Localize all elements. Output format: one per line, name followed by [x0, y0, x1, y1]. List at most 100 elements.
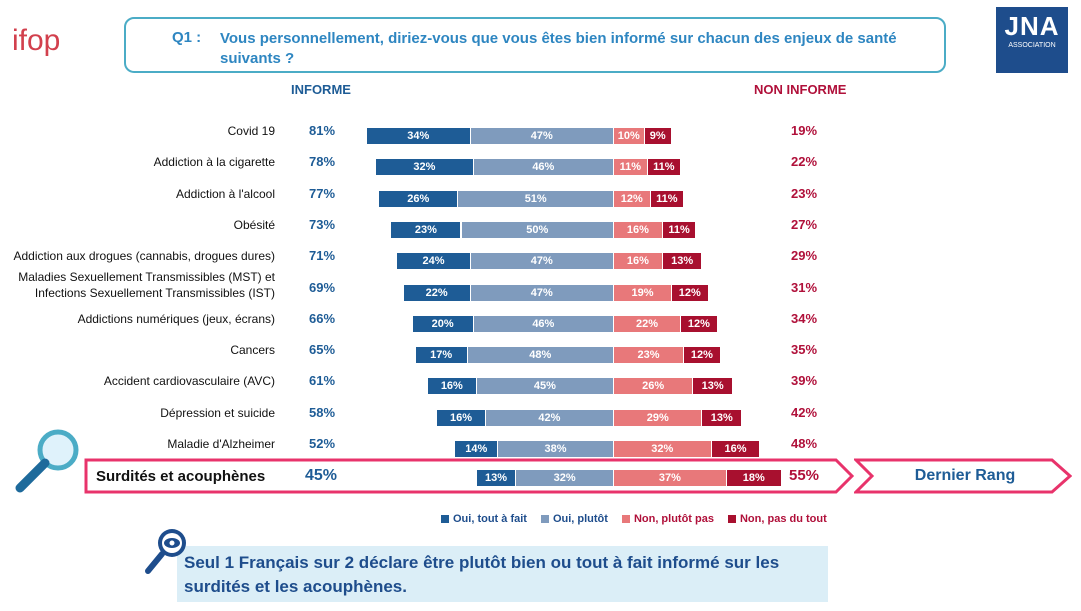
- question-box: Q1 : Vous personnellement, diriez-vous q…: [124, 17, 946, 73]
- seg-oui-plutot: 47%: [470, 128, 614, 144]
- seg-oui-plutot: 46%: [473, 315, 614, 332]
- legend-label: Non, plutôt pas: [633, 513, 714, 525]
- row-non-informe-total: 27%: [791, 216, 818, 232]
- rank-label: Dernier Rang: [914, 467, 1016, 484]
- row-informe-total: 77%: [309, 185, 336, 201]
- seg-oui-tout-a-fait: 20%: [412, 315, 474, 332]
- seg-non-pas-du-tout: 12%: [684, 347, 721, 364]
- row-non-informe-total: 23%: [791, 185, 818, 201]
- row-non-informe-total: 34%: [791, 310, 818, 326]
- row-informe-total: 78%: [309, 154, 336, 170]
- row-label: Obésité: [233, 217, 275, 232]
- row-non-informe-total: 31%: [791, 279, 818, 295]
- row-non-informe-total: 39%: [791, 373, 818, 389]
- row-label: Accident cardiovasculaire (AVC): [103, 374, 275, 389]
- highlight-row-label: Surdités et acouphènes: [96, 468, 266, 485]
- seg-oui-plutot: 48%: [467, 347, 614, 364]
- seg-non-pas-du-tout: 12%: [671, 284, 709, 301]
- column-header-non-informe: NON INFORME: [754, 82, 847, 97]
- seg-oui-plutot: 47%: [470, 284, 614, 301]
- seg-non-plutot-pas: 11%: [614, 159, 648, 176]
- seg-non-pas-du-tout: 12%: [681, 315, 718, 332]
- row-label: Dépression et suicide: [160, 405, 275, 420]
- row-label: Covid 19: [227, 124, 275, 138]
- seg-oui-tout-a-fait: 22%: [403, 284, 471, 301]
- seg-non-plutot-pas: 10%: [614, 128, 645, 144]
- seg-oui-plutot: 45%: [476, 378, 614, 395]
- row-label: Addictions numériques (jeux, écrans): [77, 311, 275, 326]
- seg-non-plutot-pas: 37%: [614, 470, 727, 486]
- seg-oui-plutot: 38%: [498, 441, 614, 457]
- seg-oui-tout-a-fait: 26%: [379, 190, 459, 207]
- seg-non-plutot-pas: 26%: [614, 378, 694, 395]
- question-text: Vous personnellement, diriez-vous que vo…: [220, 30, 897, 67]
- row-non-informe-total: 19%: [791, 123, 818, 138]
- question-number: Q1 :: [172, 29, 202, 46]
- seg-non-plutot-pas: 29%: [614, 409, 703, 426]
- row-informe-total: 73%: [309, 216, 336, 232]
- seg-non-plutot-pas: 22%: [614, 315, 682, 332]
- seg-oui-tout-a-fait: 14%: [455, 441, 499, 457]
- seg-oui-tout-a-fait: 32%: [376, 159, 474, 176]
- row-informe-total: 52%: [309, 436, 336, 451]
- seg-oui-tout-a-fait: 17%: [415, 347, 468, 364]
- row-label: Addiction à l'alcool: [175, 186, 275, 201]
- jna-logo-text: JNA: [1004, 11, 1060, 41]
- seg-oui-plutot: 50%: [461, 221, 614, 238]
- seg-oui-plutot: 47%: [470, 253, 614, 270]
- seg-non-plutot-pas: 16%: [614, 253, 663, 270]
- seg-non-plutot-pas: 23%: [614, 347, 685, 364]
- seg-non-pas-du-tout: 13%: [693, 378, 733, 395]
- row-informe-total: 61%: [309, 373, 336, 389]
- conclusion-box: [177, 546, 828, 602]
- row-informe-total: 71%: [309, 248, 336, 264]
- row-label: Cancers: [230, 343, 275, 358]
- conclusion-text: Seul 1 Français sur 2 déclare être plutô…: [184, 553, 780, 596]
- seg-oui-tout-a-fait: 16%: [427, 378, 477, 395]
- ifop-logo-text: ifop: [12, 24, 60, 57]
- row-non-informe-total: 48%: [791, 436, 818, 451]
- legend: Oui, tout à fait Oui, plutôt Non, plutôt…: [441, 513, 827, 525]
- seg-non-pas-du-tout: 13%: [702, 409, 743, 426]
- highlight-row-informe: 45%: [305, 467, 338, 484]
- eye-magnifier-icon: [145, 529, 186, 574]
- seg-oui-plutot: 32%: [516, 470, 614, 486]
- legend-item-non-plutot-pas: Non, plutôt pas: [621, 513, 714, 525]
- seg-non-pas-du-tout: 11%: [662, 221, 697, 238]
- seg-non-plutot-pas: 32%: [614, 441, 712, 457]
- magnifier-icon: [15, 429, 79, 493]
- row-non-informe-total: 35%: [791, 342, 818, 358]
- seg-oui-plutot: 42%: [485, 409, 614, 426]
- seg-oui-plutot: 46%: [473, 159, 614, 176]
- row-label: Addiction aux drogues (cannabis, drogues…: [13, 249, 276, 264]
- seg-non-pas-du-tout: 13%: [662, 253, 703, 270]
- seg-oui-tout-a-fait: 23%: [391, 221, 462, 238]
- seg-oui-tout-a-fait: 24%: [397, 253, 471, 270]
- seg-oui-tout-a-fait: 34%: [366, 128, 471, 144]
- row-label: Maladie d'Alzheimer: [167, 437, 275, 451]
- seg-non-pas-du-tout: 11%: [650, 190, 685, 207]
- seg-non-pas-du-tout: 9%: [644, 128, 672, 144]
- seg-non-pas-du-tout: 18%: [726, 470, 782, 486]
- row-label: Maladies Sexuellement Transmissibles (MS…: [18, 269, 275, 284]
- row-informe-total: 65%: [309, 342, 336, 358]
- seg-non-pas-du-tout: 16%: [711, 441, 761, 457]
- row-informe-total: 69%: [309, 279, 336, 295]
- seg-non-plutot-pas: 12%: [614, 190, 651, 207]
- legend-item-non-pas-du-tout: Non, pas du tout: [727, 513, 827, 525]
- row-informe-total: 66%: [309, 310, 336, 326]
- highlight-row-non-informe: 55%: [789, 467, 820, 484]
- highlight-band: [84, 458, 854, 494]
- row-label: Addiction à la cigarette: [153, 155, 275, 170]
- row-non-informe-total: 42%: [791, 404, 818, 420]
- seg-oui-tout-a-fait: 13%: [476, 470, 517, 486]
- legend-item-oui-plutot: Oui, plutôt: [540, 513, 608, 525]
- column-header-informe: INFORME: [291, 82, 351, 97]
- legend-label: Non, pas du tout: [739, 513, 827, 525]
- seg-non-pas-du-tout: 11%: [647, 159, 682, 176]
- row-label-line2: Infections Sexuellement Transmissibles (…: [34, 285, 275, 300]
- rank-band: [854, 458, 1072, 494]
- jna-logo: JNA ASSOCIATION: [996, 7, 1068, 73]
- ifop-logo: ifop: [12, 24, 60, 57]
- legend-item-oui-tout-a-fait: Oui, tout à fait: [441, 513, 527, 525]
